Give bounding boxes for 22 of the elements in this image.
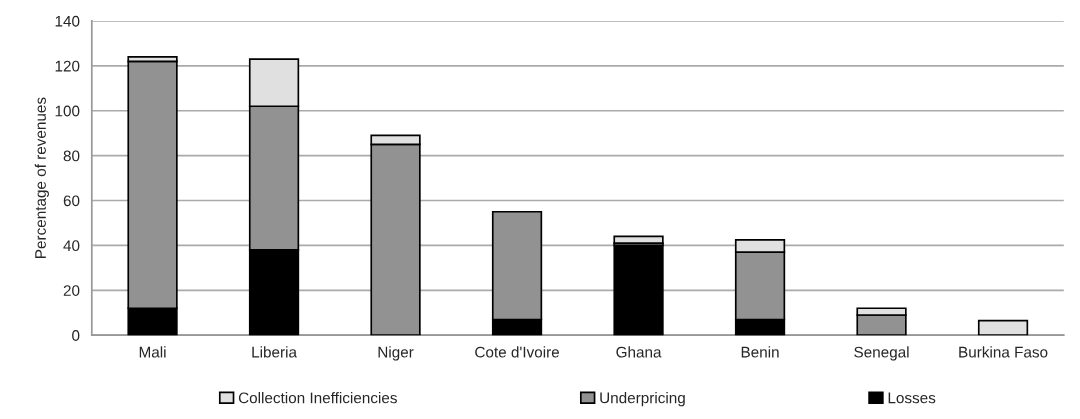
y-axis-title: Percentage of revenues: [34, 97, 49, 258]
x-tick-label: Burkina Faso: [959, 346, 1048, 358]
x-tick-label: Benin: [741, 346, 779, 358]
y-tick-label: 120: [55, 60, 80, 72]
x-tick-label: Mali: [139, 346, 166, 358]
x-tick-label: Niger: [378, 346, 414, 361]
legend-label: Underpricing: [600, 392, 685, 407]
x-tick-label: Senegal: [854, 346, 909, 361]
bar: [977, 319, 1029, 336]
y-tick-label: 100: [55, 105, 80, 117]
y-tick-label: 0: [72, 330, 80, 341]
x-tick-label: Liberia: [252, 346, 297, 358]
y-tick-label: 80: [63, 150, 80, 162]
y-tick-label: 40: [63, 240, 80, 252]
bar: [613, 244, 664, 336]
y-tick-label: 140: [55, 15, 80, 27]
y-tick-label: 60: [63, 195, 80, 207]
legend-label: Losses: [888, 392, 936, 404]
x-tick-label: Cote d'Ivoire: [475, 346, 560, 358]
y-tick-label: 20: [63, 285, 80, 296]
x-tick-label: Ghana: [616, 346, 662, 358]
legend-label: Collection Inefficiencies: [238, 392, 397, 404]
